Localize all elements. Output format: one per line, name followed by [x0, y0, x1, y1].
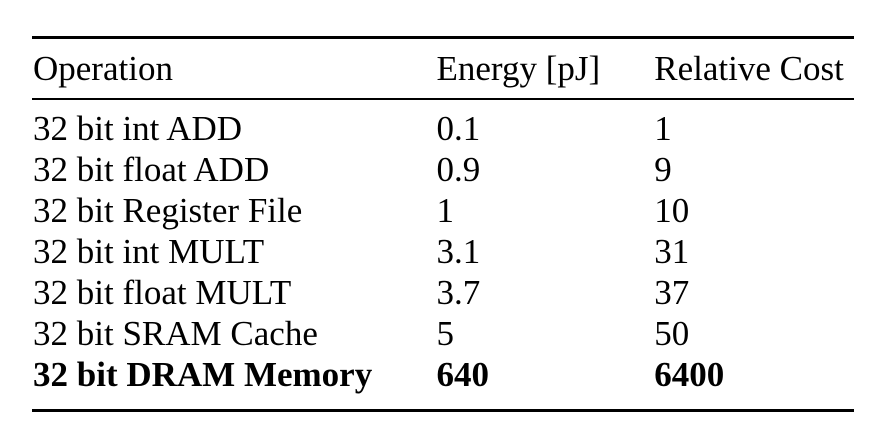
operation-cell: 32 bit float ADD	[33, 150, 270, 189]
table-row-highlighted: 32 bit DRAM Memory 640 6400	[32, 354, 854, 395]
energy-cell: 0.9	[436, 150, 481, 189]
bottom-rule	[32, 409, 854, 412]
operation-cell: 32 bit int ADD	[33, 109, 243, 148]
table-row: 32 bit int MULT 3.1 31	[32, 231, 854, 272]
top-rule	[32, 36, 854, 39]
table-row: 32 bit float MULT 3.7 37	[32, 272, 854, 313]
relative-cost-cell: 50	[654, 314, 690, 353]
energy-cell: 3.7	[436, 273, 481, 312]
energy-cell: 3.1	[436, 232, 481, 271]
energy-cell: 640	[436, 355, 490, 394]
relative-cost-cell: 9	[654, 150, 672, 189]
header-operation: Operation	[33, 49, 173, 88]
relative-cost-cell: 10	[654, 191, 690, 230]
relative-cost-cell: 37	[654, 273, 690, 312]
header-relative-cost: Relative Cost	[654, 49, 844, 88]
operation-cell: 32 bit float MULT	[33, 273, 292, 312]
energy-cell: 0.1	[436, 109, 481, 148]
operation-cell: 32 bit Register File	[33, 191, 303, 230]
energy-cell: 1	[436, 191, 455, 230]
operation-cell: 32 bit SRAM Cache	[33, 314, 318, 353]
header-rule	[32, 98, 854, 100]
table-row: 32 bit float ADD 0.9 9	[32, 149, 854, 190]
table-row: 32 bit Register File 1 10	[32, 190, 854, 231]
energy-cell: 5	[436, 314, 455, 353]
energy-cost-table: Operation Energy [pJ] Relative Cost 32 b…	[32, 36, 854, 412]
table-row: 32 bit SRAM Cache 5 50	[32, 313, 854, 354]
relative-cost-cell: 1	[654, 109, 672, 148]
table-header-row: Operation Energy [pJ] Relative Cost	[32, 39, 854, 98]
operation-cell: 32 bit DRAM Memory	[33, 355, 373, 394]
table-row: 32 bit int ADD 0.1 1	[32, 108, 854, 149]
relative-cost-cell: 6400	[654, 355, 725, 394]
relative-cost-cell: 31	[654, 232, 690, 271]
operation-cell: 32 bit int MULT	[33, 232, 265, 271]
header-energy: Energy [pJ]	[436, 49, 601, 88]
